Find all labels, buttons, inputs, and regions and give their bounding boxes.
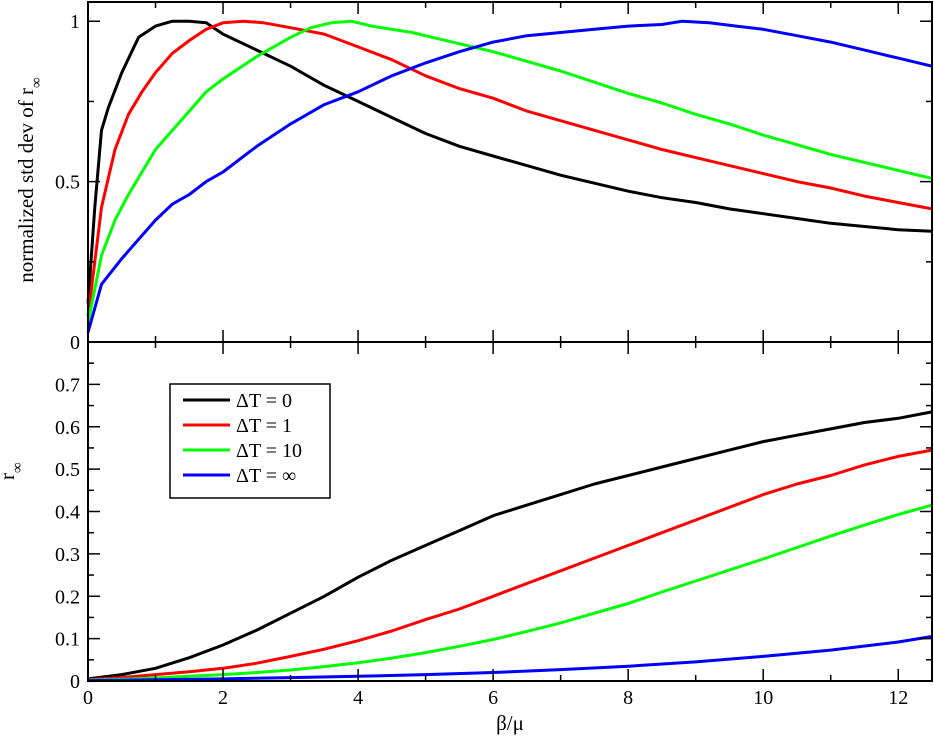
y-tick-label: 0.7 (55, 374, 80, 396)
bottom-series-lines (87, 410, 933, 683)
series-line-top-1 (86, 19, 933, 317)
x-tick-label: 12 (888, 687, 908, 709)
y-tick-label: 0 (70, 332, 80, 354)
y-tick-label: 0.1 (55, 629, 80, 651)
top-series-lines (86, 19, 933, 333)
x-tick-label: 0 (83, 687, 93, 709)
series-line-top-2 (86, 19, 933, 324)
y-tick-label: 0.5 (55, 172, 80, 194)
top-y-axis-title: normalized std dev of r∞ (14, 77, 45, 282)
series-line-bot-1 (87, 448, 933, 682)
series-line-bot-0 (87, 410, 933, 681)
top-y-tick-labels: 00.51 (55, 11, 80, 354)
top-panel: 00.51 normalized std dev of r∞ (14, 1, 933, 354)
top-y-axis-title-sub: ∞ (29, 77, 45, 88)
x-tick-labels: 0 2 4 6 8 10 12 (83, 687, 908, 709)
bottom-y-axis-title-sub: ∞ (10, 462, 26, 473)
series-line-bot-3 (87, 635, 933, 683)
legend-box (169, 383, 331, 499)
bottom-y-axis-title-main: r (0, 473, 19, 480)
x-tick-label: 6 (488, 687, 498, 709)
x-tick-label: 8 (623, 687, 633, 709)
series-line-bot-2 (87, 503, 933, 682)
y-tick-label: 0.5 (55, 459, 80, 481)
series-line-top-3 (86, 19, 933, 333)
bottom-plot-frame (87, 341, 933, 682)
legend-label-3: ΔT = ∞ (236, 465, 296, 487)
bottom-y-axis-title: r∞ (0, 462, 26, 480)
y-tick-label: 0.6 (55, 417, 80, 439)
x-tick-label: 10 (753, 687, 773, 709)
legend-label-2: ΔT = 10 (236, 440, 302, 462)
x-axis-title: β/μ (496, 711, 524, 735)
legend-label-0: ΔT = 0 (236, 390, 292, 412)
y-tick-label: 0.2 (55, 586, 80, 608)
legend: ΔT = 0 ΔT = 1 ΔT = 10 ΔT = ∞ (169, 383, 331, 499)
y-tick-label: 0.3 (55, 544, 80, 566)
top-y-axis-title-main: normalized std dev of r (14, 88, 38, 283)
x-tick-label: 2 (218, 687, 228, 709)
series-line-top-0 (86, 19, 933, 304)
y-tick-label: 0.4 (55, 502, 80, 524)
legend-label-1: ΔT = 1 (236, 415, 292, 437)
y-tick-label: 1 (70, 11, 80, 33)
y-tick-label: 0 (70, 671, 80, 693)
bottom-y-tick-labels: 0 0.1 0.2 0.3 0.4 0.5 0.6 0.7 (55, 374, 80, 693)
x-tick-label: 4 (353, 687, 363, 709)
